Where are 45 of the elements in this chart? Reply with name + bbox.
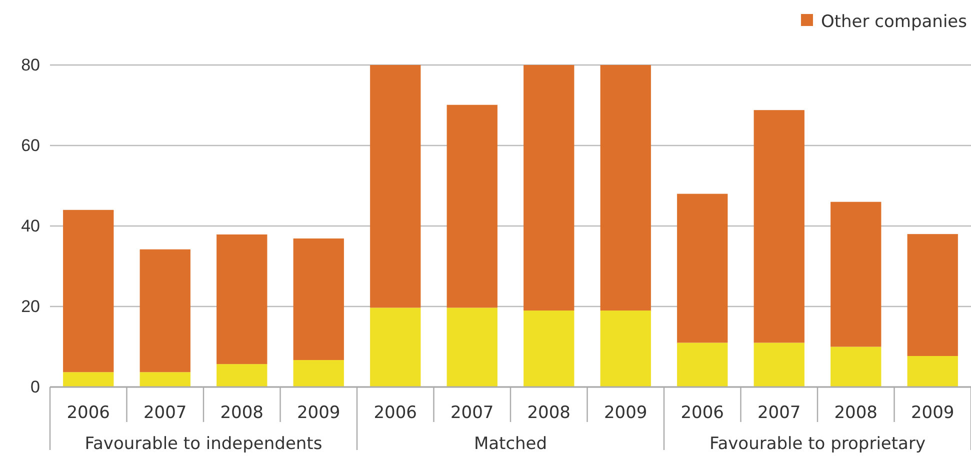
x-tick-label: 2008 — [834, 403, 878, 423]
text: Favourable to proprietary — [709, 434, 926, 454]
x-tick-label: 2006 — [680, 403, 724, 423]
bar — [907, 356, 958, 387]
y-tick-label: 60 — [21, 136, 40, 155]
x-tick-label: 2008 — [220, 403, 264, 423]
bar — [600, 65, 651, 311]
x-tick-label: 2007 — [757, 403, 801, 423]
y-tick-label: 40 — [21, 216, 40, 236]
bar — [293, 238, 344, 360]
bar — [677, 342, 728, 387]
bar — [446, 104, 498, 308]
bar — [677, 194, 728, 343]
y-tick-label: 80 — [21, 55, 40, 74]
text: Matched — [474, 434, 548, 454]
bar — [216, 364, 268, 387]
y-tick-label: 20 — [21, 296, 40, 316]
bar — [830, 202, 882, 347]
x-tick-label: 2009 — [910, 403, 954, 423]
bar — [370, 65, 421, 308]
y-tick-label: 0 — [30, 377, 40, 396]
bar — [754, 110, 804, 343]
bar — [63, 372, 114, 387]
bar — [446, 308, 498, 387]
x-tick-label: 2009 — [604, 403, 648, 423]
bar — [63, 210, 114, 372]
x-tick-label: 2008 — [527, 403, 571, 423]
bar — [524, 310, 574, 387]
bar — [830, 346, 882, 387]
bar — [907, 234, 958, 356]
bar — [140, 372, 190, 387]
bar — [293, 360, 344, 387]
bar — [140, 249, 190, 372]
legend-label: Other companies — [820, 12, 968, 32]
text: Favourable to independents — [84, 434, 322, 454]
bar — [216, 234, 268, 364]
x-tick-label: 2006 — [66, 403, 110, 423]
x-tick-label: 2007 — [143, 403, 187, 423]
bar — [754, 342, 804, 387]
bar — [600, 310, 651, 387]
x-tick-label: 2006 — [374, 403, 418, 423]
x-tick-label: 2009 — [296, 403, 340, 423]
bar — [524, 65, 574, 311]
x-tick-label: 2007 — [450, 403, 494, 423]
bar — [370, 308, 421, 387]
